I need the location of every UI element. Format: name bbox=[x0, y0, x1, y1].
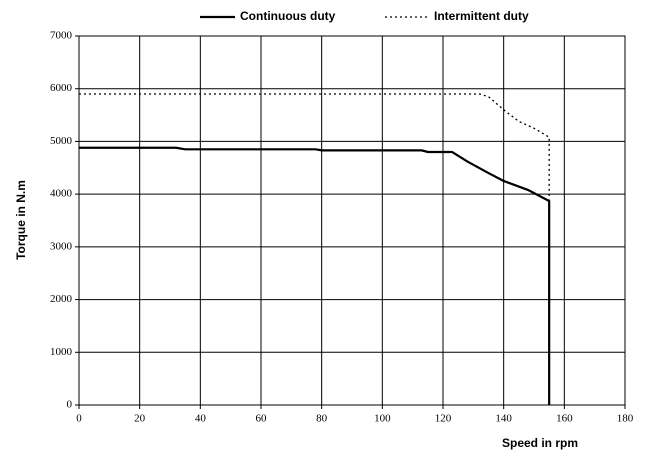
x-tick-label: 120 bbox=[435, 413, 452, 425]
y-tick-label: 3000 bbox=[50, 240, 73, 252]
data-line bbox=[79, 146, 551, 405]
legend-label: Intermittent duty bbox=[434, 9, 529, 23]
x-tick-label: 180 bbox=[617, 413, 634, 425]
y-tick-label: 5000 bbox=[50, 135, 73, 147]
x-tick-label: 20 bbox=[134, 413, 146, 425]
data-line bbox=[79, 93, 550, 200]
x-axis-label: Speed in rpm bbox=[502, 436, 578, 450]
y-tick-label: 4000 bbox=[50, 188, 73, 200]
y-tick-label: 2000 bbox=[50, 293, 73, 305]
x-tick-label: 60 bbox=[256, 413, 268, 425]
y-axis-label: Torque in N.m bbox=[14, 180, 28, 260]
y-tick-label: 0 bbox=[67, 399, 73, 411]
y-tick-label: 1000 bbox=[50, 346, 73, 358]
x-tick-label: 40 bbox=[195, 413, 207, 425]
x-tick-label: 0 bbox=[76, 413, 82, 425]
y-tick-label: 6000 bbox=[50, 82, 73, 94]
legend-label: Continuous duty bbox=[240, 9, 336, 23]
y-tick-label: 7000 bbox=[50, 30, 73, 42]
plot-area bbox=[78, 35, 626, 406]
x-tick-label: 140 bbox=[495, 413, 512, 425]
x-tick-label: 80 bbox=[316, 413, 328, 425]
x-tick-label: 100 bbox=[374, 413, 391, 425]
x-tick-label: 160 bbox=[556, 413, 573, 425]
